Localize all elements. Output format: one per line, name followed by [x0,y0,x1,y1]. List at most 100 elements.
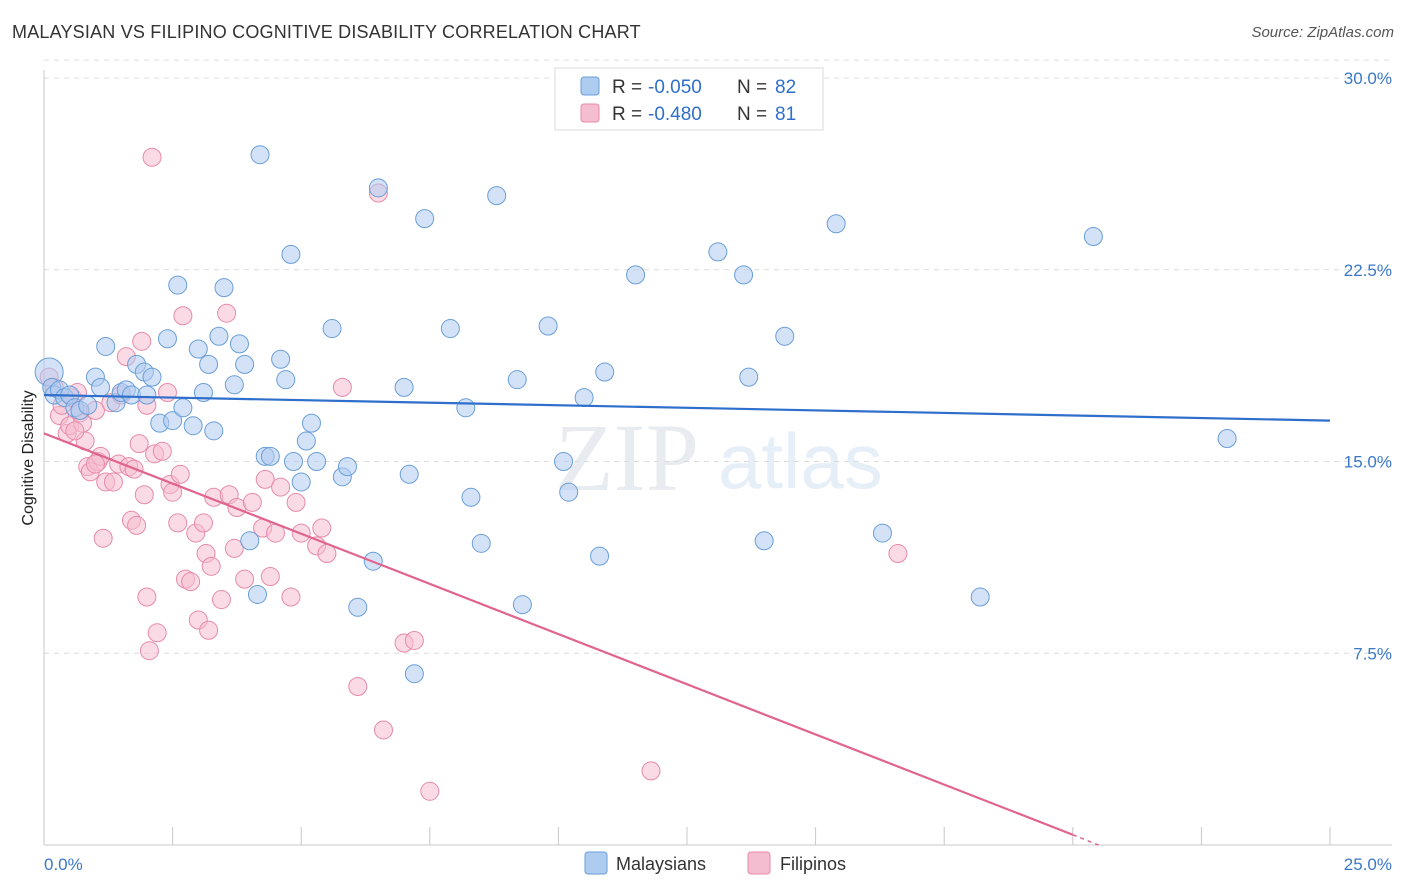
watermark-zip: ZIP [555,404,699,511]
malaysian-point [348,597,368,617]
filipino-point [199,620,219,640]
malaysian-point [247,584,267,604]
malaysian-point [1217,428,1237,448]
filipino-point [332,377,352,397]
malaysians-swatch [580,76,600,96]
malaysian-point [337,457,357,477]
filipinos-n-label: N = [737,104,767,125]
filipino-point [134,485,154,505]
filipino-point [260,567,280,587]
malaysian-point [512,595,532,615]
filipino-point [129,434,149,454]
malaysian-point [96,336,116,356]
malaysian-point [471,533,491,553]
stats-legend: R = -0.050 N = 82 R = -0.480 N = 81 [554,67,824,131]
malaysian-point [399,464,419,484]
filipino-point [168,513,188,533]
malaysian-point [554,452,574,471]
malaysian-point [281,244,301,264]
filipino-point [127,515,147,535]
filipino-point [420,781,440,801]
trend-lines [43,393,1331,846]
malaysian-point [440,319,460,339]
malaysian-point [91,377,111,397]
filipino-point [181,572,201,592]
malaysians-trend-line [43,393,1331,422]
legend-malaysians-label: Malaysians [616,854,706,874]
x-tick-label-max: 25.0% [1344,855,1392,874]
malaysian-point [183,416,203,436]
malaysian-point [708,242,728,262]
malaysian-point [271,349,291,369]
filipino-point [211,590,231,610]
y-tick-label: 7.5% [1353,644,1392,663]
malaysians-n-value: 82 [775,77,796,98]
x-tick-label-min: 0.0% [44,855,83,874]
legend-malaysians-swatch [584,851,608,875]
malaysian-point [754,531,774,551]
malaysian-point [970,587,990,607]
malaysian-point [168,275,188,295]
filipinos-n-value: 81 [775,104,796,125]
malaysian-point [507,370,527,390]
filipino-point [217,303,237,323]
filipino-point [137,587,157,607]
malaysian-point [626,265,646,285]
filipinos-trend-line [43,432,1074,836]
malaysian-point [574,388,594,408]
malaysian-point [78,395,98,415]
malaysian-point [872,523,892,543]
legend-filipinos-swatch [747,851,771,875]
malaysian-point [322,319,342,339]
filipino-point [85,454,105,474]
source-label: Source: ZipAtlas.com [1251,24,1394,41]
filipino-point [348,676,368,696]
watermark: ZIP atlas [555,404,883,511]
malaysian-point [157,329,177,349]
filipino-point [374,720,394,740]
filipino-point [157,382,177,402]
malaysian-point [199,354,219,374]
filipino-point [235,569,255,589]
filipino-point [312,518,332,538]
malaysian-point [283,452,303,471]
malaysian-point [1083,227,1103,247]
malaysian-point [137,385,157,405]
malaysians-r-label: R = [612,77,642,98]
filipino-point [641,761,661,781]
filipinos-r-value: -0.480 [648,104,702,125]
filipino-point [193,513,213,533]
x-axis-ticks [43,827,1331,845]
filipinos-trend-extension [1072,834,1099,846]
chart-title: MALAYSIAN VS FILIPINO COGNITIVE DISABILI… [12,22,641,42]
malaysian-point [487,186,507,206]
filipino-point [139,641,159,661]
filipino-point [242,492,262,512]
y-tick-label: 15.0% [1344,453,1392,472]
malaysian-point [142,367,162,387]
malaysian-point [209,326,229,346]
malaysian-point [734,265,754,285]
malaysian-point [173,398,193,418]
malaysian-point [739,367,759,387]
malaysian-point [301,413,321,433]
filipino-point [103,472,123,492]
filipino-point [201,556,221,576]
filipino-point [271,477,291,497]
malaysian-point [456,398,476,418]
series-legend: Malaysians Filipinos [584,851,846,875]
malaysian-point [240,531,260,551]
malaysian-point [204,421,224,441]
filipino-point [170,464,190,484]
filipino-point [152,441,172,461]
malaysian-point [394,377,414,397]
stats-legend-box [554,67,824,131]
filipino-point [93,528,113,548]
malaysians-r-value: -0.050 [648,77,702,98]
filipino-point [286,492,306,512]
filipinos-swatch [580,103,600,123]
filipinos-r-label: R = [612,104,642,125]
legend-filipinos-label: Filipinos [780,854,846,874]
y-tick-label: 22.5% [1344,261,1392,280]
